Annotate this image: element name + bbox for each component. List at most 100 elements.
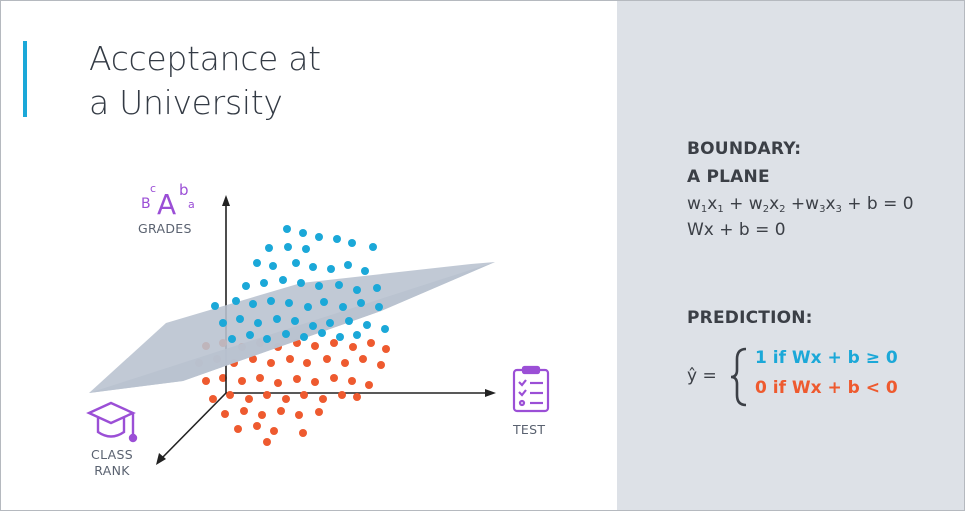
negative-point	[377, 361, 385, 369]
negative-point	[226, 391, 234, 399]
positive-point	[345, 317, 353, 325]
negative-point	[359, 355, 367, 363]
positive-point	[309, 263, 317, 271]
negative-point	[274, 379, 282, 387]
curly-brace	[730, 347, 747, 407]
negative-point	[249, 355, 257, 363]
positive-point	[315, 282, 323, 290]
positive-point	[265, 244, 273, 252]
positive-point	[336, 333, 344, 341]
positive-point	[348, 239, 356, 247]
positive-point	[291, 317, 299, 325]
title-line-2: a University	[89, 83, 283, 122]
plane-equation: w1x1 + w2x2 +w3x3 + b = 0	[687, 194, 914, 215]
positive-point	[283, 225, 291, 233]
positive-point	[320, 298, 328, 306]
positive-point	[363, 321, 371, 329]
negative-point	[349, 343, 357, 351]
positive-point	[242, 282, 250, 290]
positive-point	[375, 303, 383, 311]
positive-point	[260, 279, 268, 287]
positive-point	[339, 303, 347, 311]
class-rank-axis-arrow	[156, 453, 166, 465]
positive-point	[228, 335, 236, 343]
negative-point	[367, 339, 375, 347]
positive-point	[273, 315, 281, 323]
title-line-1: Acceptance at	[89, 39, 321, 78]
positive-point	[361, 267, 369, 275]
negative-point	[286, 355, 294, 363]
negative-point	[382, 345, 390, 353]
positive-point	[333, 235, 341, 243]
grades-letters-icon: B c A b a	[141, 181, 195, 221]
class-rank-axis	[160, 392, 227, 460]
positive-point	[309, 322, 317, 330]
positive-point	[302, 245, 310, 253]
positive-point	[219, 319, 227, 327]
negative-point	[315, 408, 323, 416]
y-hat-label: ŷ =	[687, 366, 717, 386]
positive-point	[304, 303, 312, 311]
positive-point	[335, 281, 343, 289]
prediction-case-negative: 0 if Wx + b < 0	[755, 378, 898, 398]
negative-point	[234, 425, 242, 433]
negative-point	[267, 359, 275, 367]
prediction-case-positive: 1 if Wx + b ≥ 0	[755, 348, 898, 368]
positive-point	[292, 259, 300, 267]
negative-point	[311, 378, 319, 386]
positive-point	[253, 259, 261, 267]
positive-point	[315, 233, 323, 241]
positive-point	[369, 243, 377, 251]
positive-point	[318, 329, 326, 337]
negative-point	[202, 377, 210, 385]
negative-point	[263, 391, 271, 399]
negative-point	[299, 429, 307, 437]
positive-point	[326, 319, 334, 327]
negative-point	[330, 339, 338, 347]
negative-point	[365, 381, 373, 389]
negative-point	[348, 377, 356, 385]
accent-bar	[23, 41, 27, 117]
positive-point	[263, 335, 271, 343]
boundary-plane-fill	[89, 262, 495, 393]
negative-point	[245, 395, 253, 403]
positive-point	[300, 333, 308, 341]
svg-text:B: B	[141, 196, 151, 212]
svg-text:A: A	[157, 188, 176, 221]
class-rank-label-line2: RANK	[94, 463, 130, 478]
negative-point	[263, 438, 271, 446]
negative-point	[303, 359, 311, 367]
positive-point	[282, 330, 290, 338]
3d-scatter-diagram: B c A b a	[86, 181, 550, 465]
negative-point	[270, 427, 278, 435]
negative-point	[300, 391, 308, 399]
front-axes	[156, 373, 227, 465]
positive-point	[232, 297, 240, 305]
positive-point	[297, 279, 305, 287]
positive-point	[327, 265, 335, 273]
positive-point	[353, 286, 361, 294]
test-label: TEST	[513, 422, 546, 437]
test-axis-arrow	[485, 389, 496, 397]
class-rank-label-line1: CLASS	[91, 447, 133, 462]
negative-point	[295, 411, 303, 419]
positive-point	[249, 300, 257, 308]
negative-point	[341, 359, 349, 367]
negative-point	[323, 355, 331, 363]
test-checklist-icon	[512, 365, 550, 413]
positive-point	[381, 325, 389, 333]
negative-point	[319, 395, 327, 403]
negative-point	[282, 395, 290, 403]
negative-point	[238, 377, 246, 385]
boundary-subheading: A PLANE	[687, 167, 770, 187]
svg-text:b: b	[179, 181, 189, 199]
prediction-heading: PREDICTION:	[687, 308, 813, 328]
graduation-cap-icon	[86, 401, 138, 443]
right-panel: BOUNDARY: A PLANE w1x1 + w2x2 +w3x3 + b …	[617, 1, 964, 510]
svg-text:c: c	[150, 182, 156, 195]
positive-points	[211, 225, 389, 343]
positive-point	[236, 315, 244, 323]
negative-point	[219, 374, 227, 382]
negative-point	[338, 391, 346, 399]
